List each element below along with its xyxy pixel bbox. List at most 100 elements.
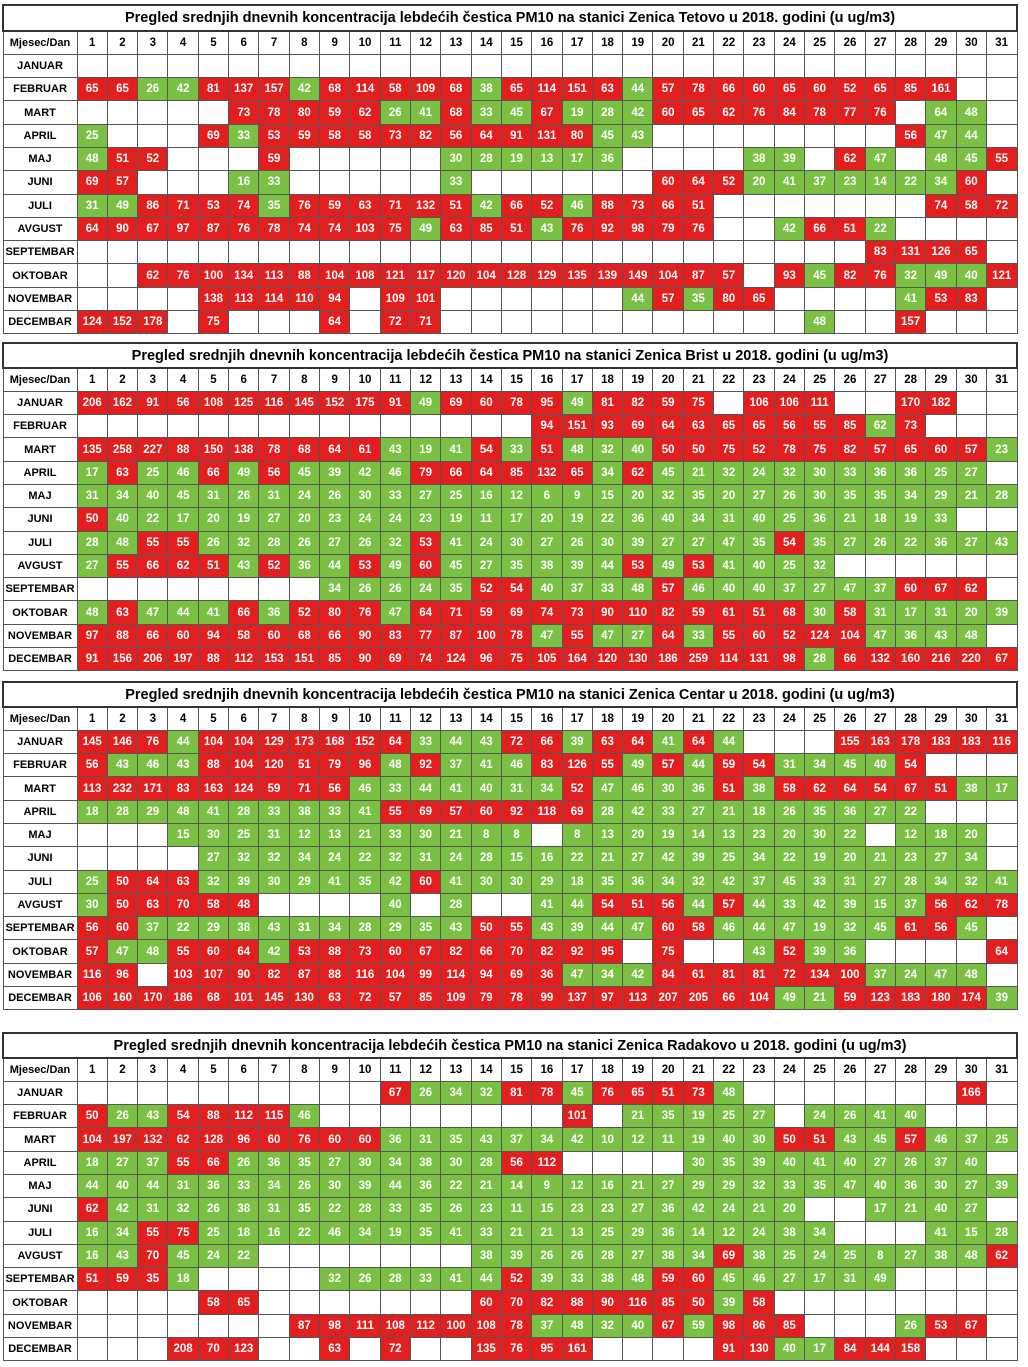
value-cell-exceed: 150 (197, 437, 230, 462)
value-cell-exceed: 76 (682, 216, 715, 242)
day-header: 6 (228, 367, 260, 392)
value-cell-exceed: 88 (197, 753, 230, 778)
value-cell-exceed: 91 (137, 390, 169, 416)
value-cell-exceed: 64 (470, 123, 502, 148)
value-cell-ok: 16 (76, 1243, 108, 1269)
empty-cell (864, 939, 896, 964)
value-cell-exceed: 59 (288, 123, 321, 148)
empty-cell (803, 123, 836, 148)
value-cell-exceed: 232 (106, 776, 139, 801)
value-cell-exceed: 57 (864, 437, 896, 462)
value-cell-ok: 34 (743, 846, 775, 871)
value-cell-ok: 20 (743, 170, 775, 195)
empty-cell (622, 310, 654, 335)
value-cell-exceed: 182 (925, 390, 957, 416)
value-cell-exceed: 124 (76, 310, 108, 335)
empty-cell (228, 1313, 260, 1339)
value-cell-ok: 32 (894, 263, 927, 288)
value-cell-exceed: 59 (834, 986, 866, 1011)
value-cell-ok: 47 (591, 776, 624, 801)
value-cell-exceed: 124 (228, 776, 260, 801)
empty-cell (622, 939, 654, 964)
empty-cell (925, 553, 957, 579)
value-cell-exceed: 78 (803, 100, 836, 125)
value-cell-ok: 28 (803, 647, 836, 672)
value-cell-exceed: 96 (349, 753, 381, 778)
empty-cell (76, 1313, 108, 1339)
empty-cell (167, 146, 199, 172)
value-cell-exceed: 186 (652, 647, 684, 672)
value-cell-exceed: 60 (470, 390, 502, 416)
value-cell-exceed: 56 (167, 390, 199, 416)
empty-cell (561, 170, 593, 195)
value-cell-ok: 38 (531, 553, 563, 579)
value-cell-ok: 39 (773, 146, 806, 172)
value-cell-ok: 37 (803, 170, 836, 195)
value-cell-exceed: 54 (864, 776, 896, 801)
value-cell-ok: 8 (500, 822, 533, 848)
empty-cell (500, 310, 533, 335)
value-cell-ok: 39 (713, 1290, 745, 1315)
empty-cell (318, 1080, 351, 1106)
day-header: 8 (288, 30, 321, 55)
value-cell-ok: 46 (713, 916, 745, 941)
value-cell-ok: 15 (167, 822, 199, 848)
value-cell-exceed: 145 (76, 729, 108, 755)
value-cell-ok: 39 (743, 1150, 775, 1175)
day-header: 23 (743, 30, 775, 55)
value-cell-ok: 25 (440, 483, 472, 509)
empty-cell (925, 1104, 957, 1129)
value-cell-exceed: 66 (713, 77, 745, 102)
empty-cell (106, 263, 139, 288)
value-cell-ok: 64 (925, 100, 957, 125)
value-cell-ok: 15 (531, 1197, 563, 1222)
month-label: MAJ (2, 146, 78, 172)
value-cell-ok: 25 (76, 123, 108, 148)
empty-cell (834, 390, 866, 416)
value-cell-ok: 20 (622, 822, 654, 848)
value-cell-exceed: 65 (864, 77, 896, 102)
value-cell-ok: 8 (470, 822, 502, 848)
empty-cell (349, 1104, 381, 1129)
value-cell-exceed: 146 (106, 729, 139, 755)
month-label: NOVEMBAR (2, 623, 78, 649)
value-cell-ok: 43 (531, 916, 563, 941)
value-cell-ok: 42 (379, 869, 411, 894)
value-cell-ok: 41 (409, 100, 442, 125)
empty-cell (409, 1290, 442, 1315)
value-cell-exceed: 57 (713, 892, 745, 918)
value-cell-ok: 32 (318, 1267, 351, 1292)
month-row: NOVEMBAR 138 113 114 110 94 109 101 44 57 35 80 65 41… (2, 286, 1018, 312)
value-cell-exceed: 85 (894, 77, 927, 102)
value-cell-ok: 35 (713, 1150, 745, 1175)
value-cell-exceed: 66 (440, 460, 472, 485)
month-row: MART 113 232 171 83 163 124 59 71 56 46 33 44 41 40 31 3… (2, 776, 1018, 801)
value-cell-ok: 49 (652, 553, 684, 579)
value-cell-exceed: 90 (591, 1290, 624, 1315)
empty-cell (531, 1104, 563, 1129)
day-header: 28 (894, 1057, 927, 1082)
value-cell-exceed: 132 (137, 1127, 169, 1152)
value-cell-ok: 48 (955, 1243, 987, 1269)
day-header: 26 (834, 1057, 866, 1082)
month-label: NOVEMBAR (2, 286, 78, 312)
value-cell-ok: 45 (834, 753, 866, 778)
value-cell-exceed: 78 (985, 892, 1018, 918)
value-cell-ok: 13 (561, 1220, 593, 1245)
value-cell-ok: 19 (409, 437, 442, 462)
empty-cell (864, 310, 896, 335)
value-cell-exceed: 50 (652, 437, 684, 462)
empty-cell (167, 53, 199, 79)
value-cell-ok: 33 (500, 437, 533, 462)
value-cell-exceed: 134 (228, 263, 260, 288)
empty-cell (925, 310, 957, 335)
empty-cell (894, 1290, 927, 1315)
empty-cell (985, 916, 1018, 941)
empty-cell (409, 240, 442, 265)
value-cell-exceed: 183 (955, 729, 987, 755)
empty-cell (258, 414, 290, 439)
value-cell-ok: 31 (76, 193, 108, 218)
value-cell-exceed: 87 (682, 263, 715, 288)
value-cell-ok: 36 (622, 869, 654, 894)
value-cell-ok: 27 (803, 577, 836, 602)
